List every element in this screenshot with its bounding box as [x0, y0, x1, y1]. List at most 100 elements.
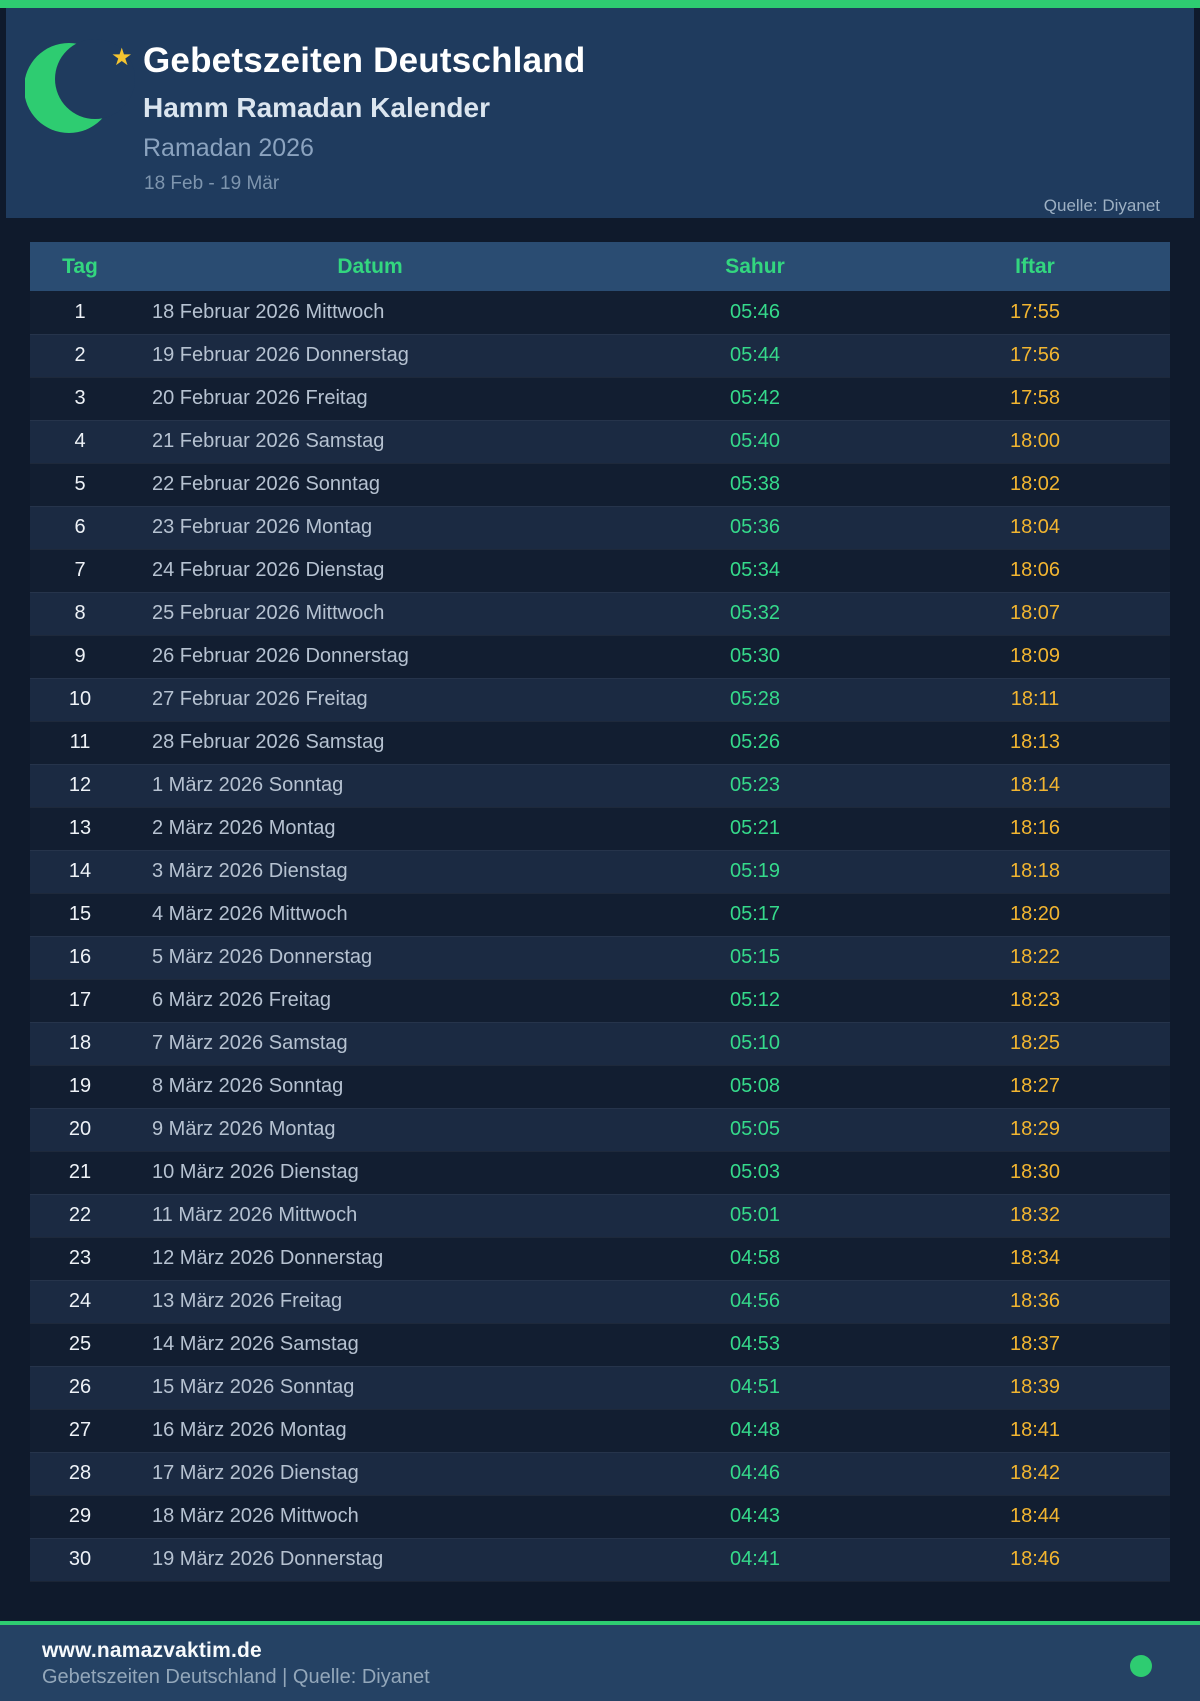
day-cell: 3 [74, 387, 86, 409]
date-cell: 27 Februar 2026 Freitag [152, 688, 368, 710]
day-cell: 1 [74, 300, 86, 323]
column-header-datum: Datum [130, 242, 610, 291]
iftar-time-cell: 17:58 [1009, 387, 1061, 409]
date-cell: 3 März 2026 Dienstag [152, 860, 348, 882]
sahur-time-cell: 04:56 [729, 1290, 781, 1312]
table-row: 1 18 Februar 2026 Mittwoch 05:46 17:55 [30, 291, 1170, 334]
day-cell: 17 [68, 989, 92, 1011]
iftar-time-cell: 18:46 [1009, 1548, 1061, 1570]
date-cell: 17 März 2026 Dienstag [152, 1462, 359, 1484]
date-cell: 18 Februar 2026 Mittwoch [152, 300, 385, 323]
date-cell: 14 März 2026 Samstag [152, 1333, 359, 1355]
prayer-table-body: 1 18 Februar 2026 Mittwoch 05:46 17:55 2 19 F… [30, 291, 1170, 1581]
star-icon: ★ [111, 44, 133, 71]
date-cell: 23 Februar 2026 Montag [152, 516, 373, 538]
iftar-time-cell: 17:55 [1009, 300, 1061, 323]
iftar-time-cell: 18:04 [1009, 516, 1061, 538]
page-footer: www.namazvaktim.de Gebetszeiten Deutschl… [0, 1624, 1200, 1701]
sahur-time-cell: 05:05 [729, 1118, 781, 1140]
sahur-time-cell: 05:26 [729, 731, 781, 753]
day-cell: 15 [68, 903, 92, 925]
table-row: 17 6 März 2026 Freitag 05:12 18:23 [30, 979, 1170, 1022]
sahur-time-cell: 05:08 [729, 1075, 781, 1097]
day-cell: 14 [68, 860, 92, 882]
date-cell: 10 März 2026 Dienstag [152, 1161, 359, 1183]
day-cell: 20 [68, 1118, 92, 1140]
table-row: 13 2 März 2026 Montag 05:21 18:16 [30, 807, 1170, 850]
footer-divider [0, 1620, 1200, 1625]
sahur-time-cell: 05:17 [729, 903, 781, 925]
table-row: 3 20 Februar 2026 Freitag 05:42 17:58 [30, 377, 1170, 420]
column-header-tag: Tag [30, 242, 130, 291]
iftar-time-cell: 18:11 [1010, 688, 1060, 710]
date-cell: 18 März 2026 Mittwoch [152, 1505, 359, 1527]
season-label: Ramadan 2026 [143, 134, 314, 162]
sahur-time-cell: 05:23 [729, 774, 781, 796]
date-cell: 13 März 2026 Freitag [152, 1290, 343, 1312]
date-cell: 15 März 2026 Sonntag [152, 1376, 355, 1398]
iftar-time-cell: 18:00 [1009, 430, 1061, 452]
table-row: 25 14 März 2026 Samstag 04:53 18:37 [30, 1323, 1170, 1366]
footer-tagline: Gebetszeiten Deutschland | Quelle: Diyan… [42, 1665, 430, 1688]
table-row: 12 1 März 2026 Sonntag 05:23 18:14 [30, 764, 1170, 807]
day-cell: 29 [68, 1505, 92, 1527]
iftar-time-cell: 18:06 [1009, 559, 1061, 581]
day-cell: 7 [74, 559, 86, 581]
table-row: 21 10 März 2026 Dienstag 05:03 18:30 [30, 1151, 1170, 1194]
page-title: Gebetszeiten Deutschland [143, 41, 586, 80]
iftar-time-cell: 18:37 [1009, 1333, 1061, 1355]
date-cell: 4 März 2026 Mittwoch [152, 903, 348, 925]
sahur-time-cell: 05:36 [729, 516, 781, 538]
sahur-time-cell: 05:42 [729, 387, 781, 409]
day-cell: 8 [74, 602, 86, 624]
date-cell: 2 März 2026 Montag [152, 817, 336, 839]
sahur-time-cell: 05:30 [729, 645, 781, 667]
day-cell: 12 [68, 774, 92, 796]
day-cell: 10 [68, 688, 92, 710]
status-dot-icon [1130, 1654, 1152, 1677]
date-cell: 16 März 2026 Montag [152, 1419, 347, 1441]
iftar-time-cell: 18:22 [1009, 946, 1061, 968]
day-cell: 5 [74, 473, 86, 495]
table-row: 15 4 März 2026 Mittwoch 05:17 18:20 [30, 893, 1170, 936]
day-cell: 2 [74, 344, 86, 366]
table-row: 11 28 Februar 2026 Samstag 05:26 18:13 [30, 721, 1170, 764]
day-cell: 21 [68, 1161, 92, 1183]
table-row: 23 12 März 2026 Donnerstag 04:58 18:34 [30, 1237, 1170, 1280]
accent-top-bar [0, 0, 1200, 8]
iftar-time-cell: 18:02 [1009, 473, 1061, 495]
day-cell: 6 [74, 516, 86, 538]
table-row: 5 22 Februar 2026 Sonntag 05:38 18:02 [30, 463, 1170, 506]
iftar-time-cell: 18:36 [1009, 1290, 1061, 1312]
table-header-row: Tag Datum Sahur Iftar [30, 242, 1170, 291]
day-cell: 27 [68, 1419, 92, 1441]
sahur-time-cell: 05:32 [729, 602, 781, 624]
source-label: Quelle: Diyanet [1043, 196, 1160, 215]
website-link[interactable]: www.namazvaktim.de [42, 1638, 262, 1662]
iftar-time-cell: 18:18 [1009, 860, 1061, 882]
table-row: 20 9 März 2026 Montag 05:05 18:29 [30, 1108, 1170, 1151]
day-cell: 9 [74, 645, 86, 667]
sahur-time-cell: 05:15 [729, 946, 781, 968]
table-row: 26 15 März 2026 Sonntag 04:51 18:39 [30, 1366, 1170, 1409]
page-header: ★ Gebetszeiten Deutschland Hamm Ramadan … [6, 8, 1194, 218]
sahur-time-cell: 04:53 [729, 1333, 781, 1355]
table-row: 16 5 März 2026 Donnerstag 05:15 18:22 [30, 936, 1170, 979]
date-cell: 1 März 2026 Sonntag [152, 774, 344, 796]
date-cell: 20 Februar 2026 Freitag [152, 387, 368, 409]
date-cell: 28 Februar 2026 Samstag [152, 731, 385, 753]
sahur-time-cell: 04:41 [729, 1548, 781, 1570]
date-cell: 26 Februar 2026 Donnerstag [152, 645, 409, 667]
iftar-time-cell: 18:30 [1009, 1161, 1061, 1183]
date-cell: 19 Februar 2026 Donnerstag [152, 344, 409, 366]
prayer-times-table-container: Tag Datum Sahur Iftar 1 18 Februar 2026 M… [30, 242, 1170, 1582]
crescent-moon-icon: ★ [25, 34, 135, 136]
date-cell: 21 Februar 2026 Samstag [152, 430, 385, 452]
day-cell: 22 [68, 1204, 92, 1226]
table-row: 4 21 Februar 2026 Samstag 05:40 18:00 [30, 420, 1170, 463]
sahur-time-cell: 05:12 [729, 989, 781, 1011]
day-cell: 4 [74, 430, 86, 452]
sahur-time-cell: 04:43 [729, 1505, 781, 1527]
table-row: 27 16 März 2026 Montag 04:48 18:41 [30, 1409, 1170, 1452]
sahur-time-cell: 04:46 [729, 1462, 781, 1484]
